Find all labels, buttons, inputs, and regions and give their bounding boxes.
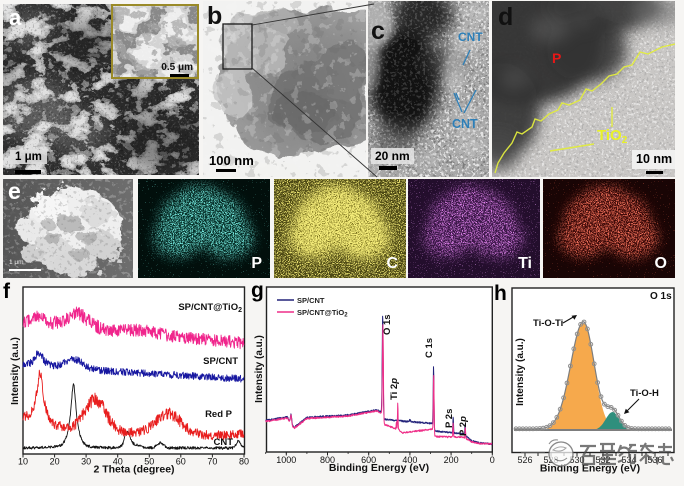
svg-text:80: 80: [239, 457, 249, 467]
svg-text:Red P: Red P: [205, 409, 233, 420]
svg-text:Binding Energy (eV): Binding Energy (eV): [329, 462, 429, 474]
svg-text:P 2p: P 2p: [458, 416, 469, 436]
svg-text:g: g: [251, 279, 264, 302]
svg-text:50: 50: [144, 457, 154, 467]
svg-text:1000: 1000: [276, 455, 296, 465]
svg-text:SP/CNT: SP/CNT: [203, 356, 238, 367]
svg-text:70: 70: [207, 457, 217, 467]
svg-text:CNT: CNT: [213, 437, 233, 448]
svg-text:SP/CNT@TiO2: SP/CNT@TiO2: [297, 308, 348, 319]
svg-text:526: 526: [517, 455, 532, 465]
svg-text:SP/CNT@TiO2: SP/CNT@TiO2: [178, 302, 242, 314]
svg-text:600: 600: [361, 455, 376, 465]
svg-text:Intensity (a.u.): Intensity (a.u.): [254, 335, 265, 403]
svg-text:C 1s: C 1s: [424, 338, 435, 358]
svg-text:2 Theta (degree): 2 Theta (degree): [93, 464, 174, 476]
svg-text:536: 536: [647, 455, 662, 465]
svg-text:530: 530: [569, 455, 584, 465]
svg-text:SP/CNT: SP/CNT: [297, 296, 325, 305]
svg-text:Ti-O-H: Ti-O-H: [630, 388, 659, 399]
svg-text:Ti-O-Ti: Ti-O-Ti: [533, 318, 563, 329]
svg-text:P 2s: P 2s: [444, 409, 455, 428]
svg-text:f: f: [3, 280, 11, 303]
svg-text:30: 30: [81, 457, 91, 467]
svg-text:0: 0: [490, 455, 495, 465]
svg-text:800: 800: [320, 455, 335, 465]
svg-text:200: 200: [444, 455, 459, 465]
svg-text:O 1s: O 1s: [382, 314, 393, 335]
svg-text:10: 10: [18, 457, 28, 467]
svg-text:O 1s: O 1s: [650, 291, 672, 302]
svg-text:Intensity (a.u.): Intensity (a.u.): [10, 337, 21, 405]
svg-text:20: 20: [50, 457, 60, 467]
svg-text:400: 400: [402, 455, 417, 465]
svg-text:Ti 2p: Ti 2p: [389, 378, 400, 400]
svg-text:60: 60: [176, 457, 186, 467]
svg-text:Intensity (a.u.): Intensity (a.u.): [515, 338, 526, 406]
svg-text:h: h: [494, 282, 507, 305]
svg-text:40: 40: [113, 457, 123, 467]
